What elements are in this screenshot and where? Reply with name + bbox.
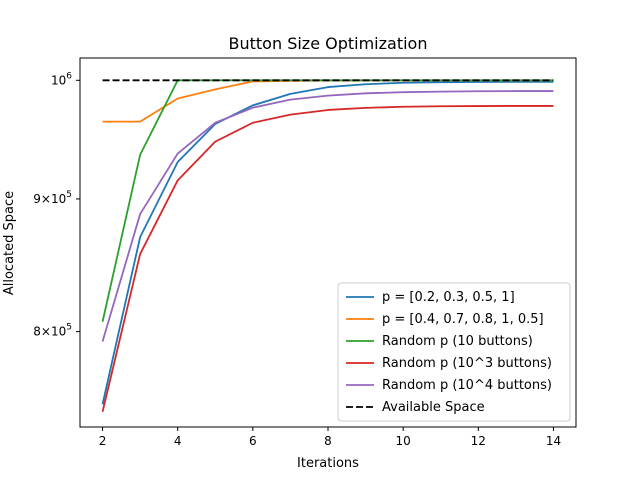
legend-label: p = [0.2, 0.3, 0.5, 1] — [382, 290, 515, 305]
y-tick-label: 8×105 — [33, 323, 72, 339]
y-axis: 8×105 9×105 106 — [33, 71, 80, 339]
series-line-4 — [101, 105, 554, 412]
y-tick-label: 9×105 — [33, 190, 72, 206]
plot-area — [101, 79, 554, 412]
x-axis: 2 4 6 8 10 12 14 — [99, 427, 561, 448]
x-tick-label: 10 — [396, 434, 411, 448]
legend-label: Available Space — [382, 400, 485, 415]
legend: p = [0.2, 0.3, 0.5, 1] p = [0.4, 0.7, 0.8… — [337, 282, 571, 422]
x-tick-label: 12 — [471, 434, 486, 448]
x-tick-label: 6 — [249, 434, 257, 448]
legend-box — [337, 282, 571, 422]
x-tick-label: 8 — [324, 434, 332, 448]
legend-label: Random p (10 buttons) — [382, 334, 533, 349]
series-line-1 — [101, 80, 554, 405]
x-tick-label: 4 — [174, 434, 182, 448]
x-tick-label: 14 — [546, 434, 561, 448]
y-tick-label: 106 — [51, 71, 72, 87]
legend-label: Random p (10^4 buttons) — [382, 378, 552, 393]
legend-label: p = [0.4, 0.7, 0.8, 1, 0.5] — [382, 312, 544, 327]
y-axis-label: Allocated Space — [2, 191, 17, 295]
series-line-5 — [101, 90, 554, 342]
x-axis-label: Iterations — [297, 456, 359, 471]
legend-label: Random p (10^3 buttons) — [382, 356, 552, 371]
chart-title: Button Size Optimization — [229, 34, 428, 53]
x-tick-label: 2 — [99, 434, 107, 448]
